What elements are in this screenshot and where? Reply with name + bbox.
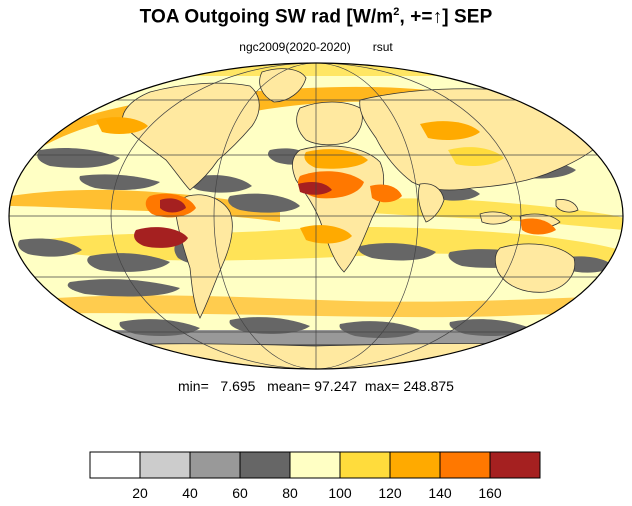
- subtitle-variable: rsut: [372, 40, 393, 54]
- colorbar-tick-label: 160: [478, 485, 502, 501]
- statistics-line: min= 7.695 mean= 97.247 max= 248.875: [178, 378, 454, 394]
- stat-mean: 97.247: [314, 378, 358, 394]
- colorbar-box: [189, 451, 241, 479]
- colorbar-tick-label: 80: [282, 485, 298, 501]
- southern-storm-track: [30, 295, 612, 318]
- colorbar-box: [439, 451, 491, 479]
- colorbar-tick-label: 100: [328, 485, 352, 501]
- plot-subtitle: ngc2009(2020-2020) rsut: [0, 40, 632, 54]
- colorbar-box: [139, 451, 191, 479]
- high-albedo-spots: [96, 117, 556, 248]
- colorbar-tick-label: 60: [232, 485, 248, 501]
- stat-max: 248.875: [403, 378, 454, 394]
- colorbar-box: [89, 451, 141, 479]
- colorbar-box: [389, 451, 441, 479]
- colorbar-tick-label: 20: [132, 485, 148, 501]
- colorbar-box: [289, 451, 341, 479]
- colorbar-tick-label: 140: [428, 485, 452, 501]
- colorbar-box: [339, 451, 391, 479]
- globe-outline: [8, 62, 624, 370]
- colorbar-box: [489, 451, 541, 479]
- stat-min: 7.695: [220, 378, 256, 394]
- colorbar-tick-label: 40: [182, 485, 198, 501]
- plot-title: TOA Outgoing SW rad [W/m2, +=↑] SEP: [139, 6, 493, 28]
- subtitle-run: ngc2009(2020-2020): [239, 40, 351, 54]
- colorbar-box: [239, 451, 291, 479]
- colorbar-tick-label: 120: [378, 485, 402, 501]
